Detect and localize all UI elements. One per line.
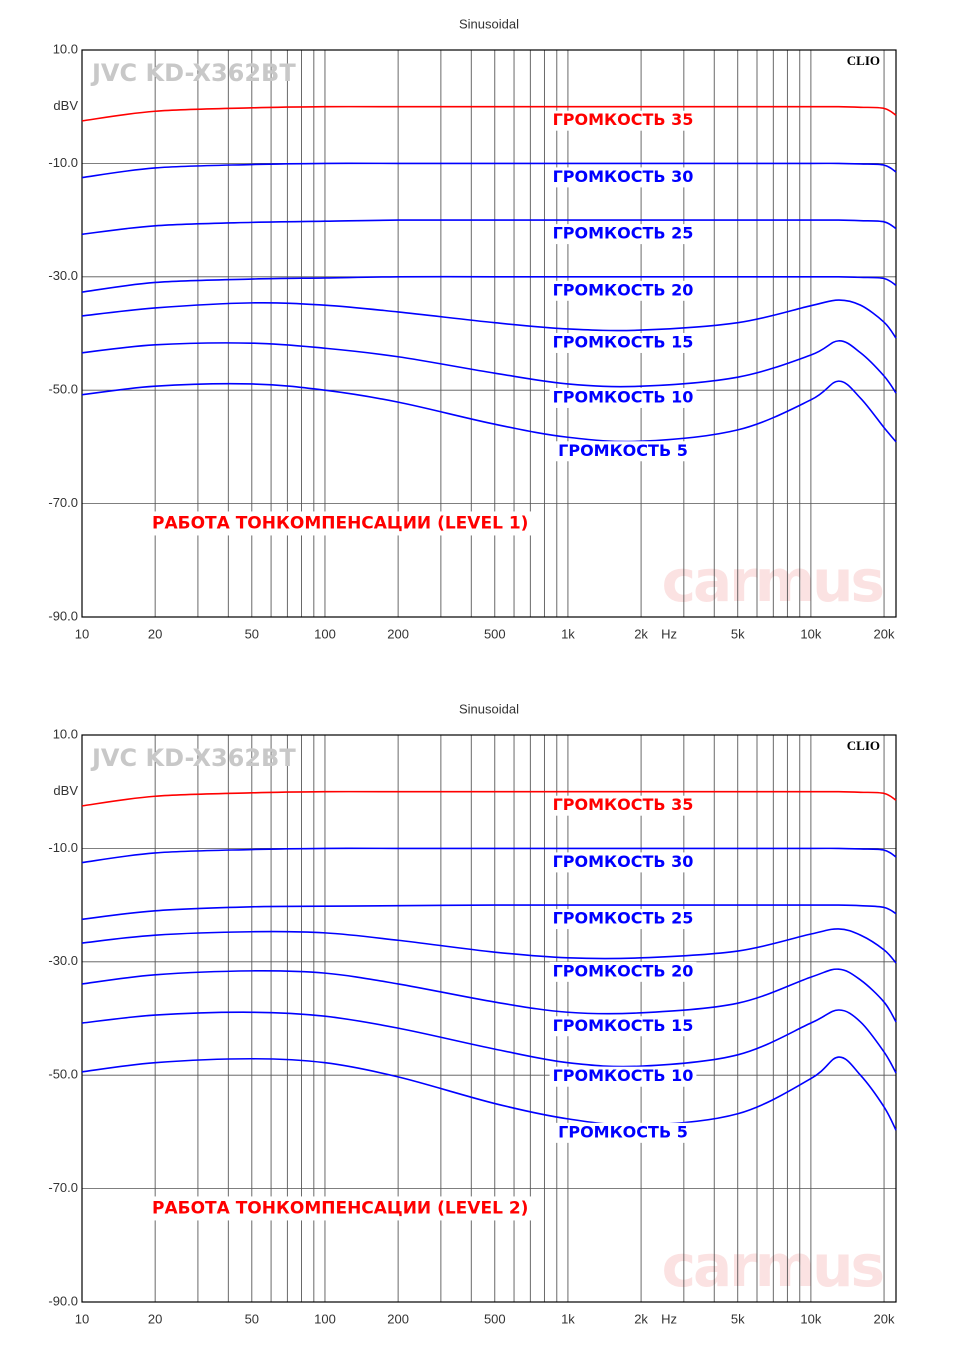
x-tick-label: 20k: [874, 626, 895, 641]
series-label: ГРОМКОСТЬ 10: [553, 1066, 694, 1085]
x-unit: Hz: [661, 626, 677, 641]
x-tick-label: 500: [484, 1311, 506, 1326]
series-label: ГРОМКОСТЬ 35: [553, 795, 694, 814]
y-tick-label: -10.0: [48, 155, 78, 170]
series-line: [81, 105, 897, 122]
label-bg: [555, 1122, 691, 1143]
series-label: ГРОМКОСТЬ 5: [558, 1122, 688, 1141]
series-line: [81, 275, 897, 293]
chart-title: Sinusoidal: [459, 16, 519, 31]
series-line: [81, 340, 897, 394]
y-tick-label: 10.0: [53, 41, 78, 56]
x-tick-label: 2k: [634, 1311, 648, 1326]
label-bg: [549, 110, 697, 131]
watermark: JVC KD-X362BT: [90, 744, 296, 772]
y-label: dBV: [53, 783, 78, 798]
y-tick-label: -30.0: [48, 268, 78, 283]
x-tick-label: 20k: [874, 1311, 895, 1326]
series-line: [81, 380, 897, 443]
series-line: [81, 299, 897, 339]
y-tick-label: -10.0: [48, 840, 78, 855]
series-line: [81, 219, 897, 236]
series-line: [81, 847, 897, 864]
series-line: [81, 162, 897, 179]
label-bg: [549, 387, 697, 408]
x-tick-label: 500: [484, 626, 506, 641]
y-tick-label: -70.0: [48, 1180, 78, 1195]
series-line: [81, 1056, 897, 1131]
series-line: [81, 790, 897, 807]
y-tick-label: -50.0: [48, 382, 78, 397]
x-tick-label: 1k: [561, 626, 575, 641]
x-tick-label: 10k: [800, 626, 821, 641]
y-tick-label: -90.0: [48, 1293, 78, 1308]
x-tick-label: 1k: [561, 1311, 575, 1326]
x-tick-label: 200: [387, 1311, 409, 1326]
annotation: РАБОТА ТОНКОМПЕНСАЦИИ (LEVEL 2): [152, 1198, 528, 1218]
series-label: ГРОМКОСТЬ 10: [553, 387, 694, 406]
y-label: dBV: [53, 98, 78, 113]
annotation: РАБОТА ТОНКОМПЕНСАЦИИ (LEVEL 1): [152, 513, 528, 533]
brand: CLIO: [847, 738, 880, 753]
series-label: ГРОМКОСТЬ 15: [553, 332, 694, 351]
plot-frame: [81, 734, 897, 1303]
chart: Sinusoidal carmus 10 20 50 100 200 500 1k 2k 5k 10k…: [48, 701, 897, 1326]
y-tick-label: -30.0: [48, 953, 78, 968]
series-label: ГРОМКОСТЬ 15: [553, 1016, 694, 1035]
label-bg: [549, 1066, 697, 1087]
chart: Sinusoidal carmus 10 20 50 100 200 500 1k 2k 5k 10k…: [48, 16, 897, 641]
label-bg: [549, 224, 697, 245]
label-bg: [549, 1016, 697, 1037]
x-tick-label: 100: [314, 626, 336, 641]
series-label: ГРОМКОСТЬ 5: [558, 441, 688, 460]
x-tick-label: 50: [245, 1311, 259, 1326]
annotation-bg: [149, 1196, 532, 1221]
y-tick-label: -90.0: [48, 608, 78, 623]
series-label: ГРОМКОСТЬ 25: [553, 224, 694, 243]
label-bg: [549, 909, 697, 930]
x-tick-label: 50: [245, 626, 259, 641]
x-unit: Hz: [661, 1311, 677, 1326]
series-label: ГРОМКОСТЬ 35: [553, 110, 694, 129]
label-bg: [549, 795, 697, 816]
label-bg: [549, 332, 697, 353]
series-label: ГРОМКОСТЬ 20: [553, 961, 694, 980]
series-label: ГРОМКОСТЬ 30: [553, 167, 694, 186]
plot-frame: [81, 49, 897, 618]
logo: carmus: [662, 1232, 883, 1300]
brand: CLIO: [847, 53, 880, 68]
series-label: ГРОМКОСТЬ 20: [553, 280, 694, 299]
x-tick-label: 10k: [800, 1311, 821, 1326]
series-label: ГРОМКОСТЬ 25: [553, 909, 694, 928]
logo: carmus: [662, 547, 883, 615]
x-tick-label: 10: [75, 626, 89, 641]
series-line: [81, 968, 897, 1023]
label-bg: [549, 852, 697, 873]
chart-title: Sinusoidal: [459, 701, 519, 716]
y-tick-label: -70.0: [48, 495, 78, 510]
x-tick-label: 20: [148, 1311, 162, 1326]
series-line: [81, 1009, 897, 1074]
label-bg: [555, 441, 691, 462]
series-line: [81, 928, 897, 964]
series-line: [81, 904, 897, 921]
label-bg: [549, 167, 697, 188]
x-tick-label: 5k: [731, 1311, 745, 1326]
y-tick-label: -50.0: [48, 1067, 78, 1082]
annotation-bg: [149, 511, 532, 536]
watermark: JVC KD-X362BT: [90, 59, 296, 87]
label-bg: [549, 280, 697, 301]
x-tick-label: 200: [387, 626, 409, 641]
series-label: ГРОМКОСТЬ 30: [553, 852, 694, 871]
x-tick-label: 20: [148, 626, 162, 641]
label-bg: [549, 961, 697, 982]
x-tick-label: 2k: [634, 626, 648, 641]
x-tick-label: 10: [75, 1311, 89, 1326]
x-tick-label: 100: [314, 1311, 336, 1326]
x-tick-label: 5k: [731, 626, 745, 641]
y-tick-label: 10.0: [53, 726, 78, 741]
